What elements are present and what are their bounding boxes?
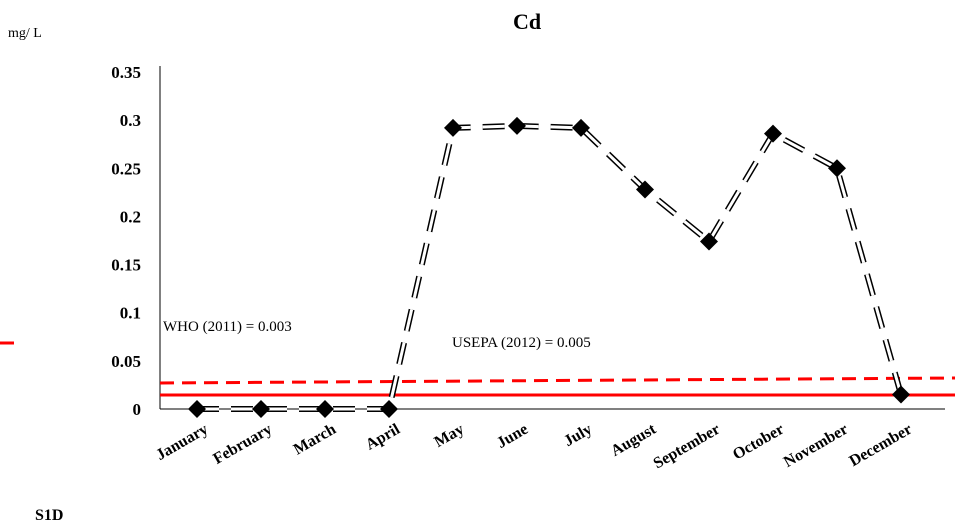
x-tick-label: April bbox=[363, 420, 404, 453]
y-tick-label: 0.25 bbox=[111, 159, 141, 178]
series-line-outer bbox=[197, 122, 904, 412]
x-tick-label: May bbox=[432, 421, 467, 451]
y-ticks: 0 0.05 0.1 0.15 0.2 0.25 0.3 0.35 bbox=[111, 63, 141, 419]
series-markers bbox=[188, 116, 910, 418]
y-tick-label: 0 bbox=[133, 400, 142, 419]
x-tick-label: March bbox=[291, 421, 339, 459]
panel-label: S1D bbox=[35, 507, 63, 522]
data-point-marker bbox=[892, 385, 910, 404]
x-tick-label: December bbox=[846, 421, 915, 470]
data-point-marker bbox=[252, 400, 270, 418]
x-tick-label: July bbox=[561, 421, 595, 450]
series-line bbox=[197, 122, 904, 412]
y-tick-label: 0.3 bbox=[120, 111, 141, 130]
y-tick-label: 0.1 bbox=[120, 304, 141, 323]
y-tick-label: 0.35 bbox=[111, 63, 141, 82]
y-tick-label: 0.2 bbox=[120, 207, 141, 226]
data-point-marker bbox=[188, 400, 206, 418]
unit-label: mg/ L bbox=[8, 26, 42, 41]
x-tick-label: February bbox=[210, 421, 275, 468]
usepa-reference-line bbox=[159, 376, 956, 385]
who-annotation: WHO (2011) = 0.003 bbox=[163, 319, 292, 335]
x-tick-label: November bbox=[781, 421, 851, 471]
data-point-marker bbox=[572, 118, 590, 137]
x-tick-label: September bbox=[651, 421, 723, 473]
y-tick-label: 0.15 bbox=[111, 256, 141, 275]
x-tick-label: October bbox=[730, 421, 787, 464]
x-tick-label: January bbox=[153, 421, 211, 464]
x-tick-label: June bbox=[494, 421, 531, 452]
x-tick-label: August bbox=[608, 420, 659, 460]
data-point-marker bbox=[764, 124, 782, 143]
data-point-marker bbox=[444, 118, 462, 137]
data-point-marker bbox=[508, 116, 526, 135]
data-point-marker bbox=[700, 232, 718, 251]
data-point-marker bbox=[828, 159, 846, 178]
data-point-marker bbox=[636, 180, 654, 199]
data-point-marker bbox=[380, 400, 398, 418]
y-tick-label: 0.05 bbox=[111, 352, 141, 371]
chart-title: Cd bbox=[513, 9, 541, 34]
usepa-annotation: USEPA (2012) = 0.005 bbox=[452, 335, 591, 351]
x-ticks: January February March April May June July Augu… bbox=[153, 420, 915, 472]
data-point-marker bbox=[316, 400, 334, 418]
series-line-inner bbox=[197, 124, 903, 411]
